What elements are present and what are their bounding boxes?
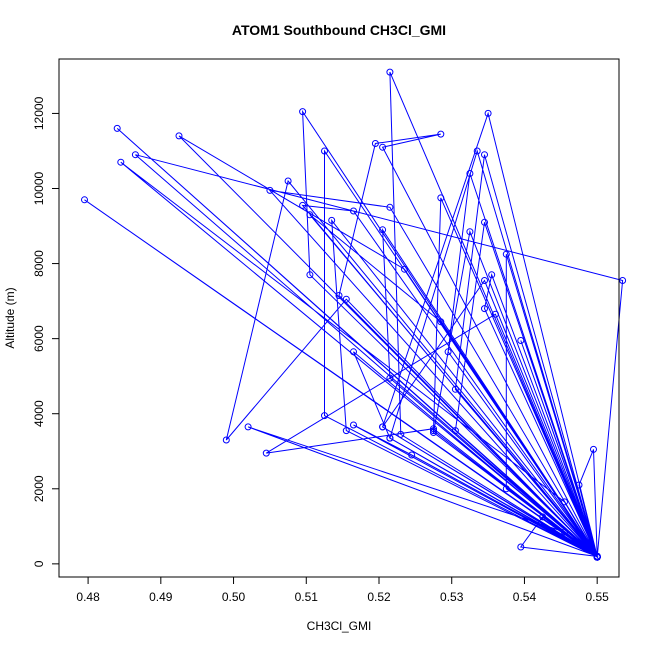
data-point	[284, 177, 292, 185]
data-point	[481, 305, 488, 313]
data-point	[299, 201, 307, 209]
data-point	[502, 485, 510, 493]
data-point	[321, 147, 328, 155]
y-tick-label: 4000	[32, 400, 46, 427]
plot-area	[81, 68, 627, 561]
data-point	[408, 451, 416, 459]
x-tick-label: 0.48	[76, 590, 100, 604]
data-point	[561, 528, 568, 536]
data-point	[593, 552, 601, 560]
x-tick-label: 0.50	[222, 590, 246, 604]
data-point	[306, 211, 314, 219]
data-point	[371, 140, 379, 147]
x-tick-label: 0.52	[367, 590, 391, 604]
data-point	[262, 449, 270, 457]
data-point	[401, 265, 408, 273]
data-point	[379, 226, 387, 234]
data-point	[222, 436, 230, 444]
data-point	[561, 498, 568, 506]
data-point	[451, 427, 459, 435]
series-line	[84, 71, 624, 559]
y-tick-label: 8000	[32, 250, 46, 277]
data-point	[488, 271, 496, 279]
data-point	[430, 429, 437, 436]
data-point	[430, 425, 437, 433]
data-point	[430, 427, 437, 435]
data-point	[473, 147, 481, 155]
data-point	[244, 423, 252, 431]
data-point	[539, 513, 547, 521]
y-tick-label: 12000	[32, 96, 46, 130]
data-point	[350, 207, 357, 215]
data-point	[502, 250, 510, 258]
data-point	[386, 68, 394, 76]
x-tick-label: 0.53	[440, 590, 464, 604]
data-point	[113, 124, 121, 132]
data-point	[437, 130, 445, 138]
data-point	[437, 318, 445, 326]
y-axis-label: Altitude (m)	[3, 287, 17, 348]
data-point	[437, 194, 445, 202]
x-axis: 0.48 0.49 0.50 0.51 0.52 0.53 0.54 0.55	[76, 576, 610, 604]
data-point	[131, 151, 139, 159]
data-point	[306, 271, 314, 279]
data-point	[342, 427, 350, 435]
x-tick-label: 0.51	[295, 590, 319, 604]
data-point	[481, 151, 488, 159]
data-point	[342, 295, 350, 303]
data-point	[379, 143, 387, 151]
data-point	[451, 385, 459, 393]
data-point	[619, 277, 627, 284]
data-point	[81, 196, 88, 204]
y-tick-label: 10000	[32, 171, 46, 205]
data-point	[328, 216, 336, 224]
data-point	[386, 203, 394, 211]
data-point	[491, 310, 499, 318]
data-point	[466, 228, 474, 236]
data-point	[444, 348, 452, 356]
data-point	[386, 374, 394, 382]
data-point	[379, 423, 387, 431]
data-point	[517, 337, 525, 344]
data-point	[117, 158, 125, 166]
data-point	[266, 186, 274, 194]
data-point	[517, 543, 525, 551]
x-tick-label: 0.55	[586, 590, 610, 604]
y-axis: 0 2000 4000 6000 8000 10000 12000	[32, 96, 60, 567]
data-point	[575, 481, 583, 489]
data-point	[481, 218, 488, 226]
data-point	[335, 292, 343, 299]
data-point	[590, 445, 597, 453]
data-point	[321, 412, 328, 420]
y-tick-label: 2000	[32, 475, 46, 502]
data-point	[386, 434, 394, 442]
data-point	[466, 170, 474, 177]
y-tick-label: 0	[32, 560, 46, 567]
data-point	[484, 109, 492, 117]
data-point	[299, 108, 307, 116]
data-point	[350, 421, 357, 429]
data-point	[397, 430, 405, 438]
chart-title: ATOM1 Southbound CH3Cl_GMI	[232, 22, 446, 38]
data-point	[481, 277, 488, 284]
x-axis-label: CH3Cl_GMI	[307, 619, 372, 633]
data-point	[350, 348, 357, 356]
x-tick-label: 0.54	[513, 590, 537, 604]
x-tick-label: 0.49	[149, 590, 173, 604]
data-point	[175, 132, 183, 140]
y-tick-label: 6000	[32, 325, 46, 352]
